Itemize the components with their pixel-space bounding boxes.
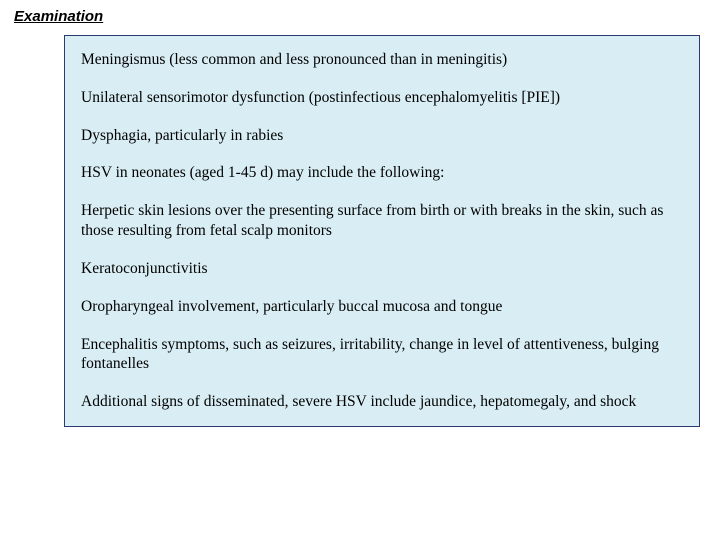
list-item: Herpetic skin lesions over the presentin…: [81, 201, 683, 241]
list-item: HSV in neonates (aged 1-45 d) may includ…: [81, 163, 683, 183]
list-item: Keratoconjunctivitis: [81, 259, 683, 279]
content-panel: Meningismus (less common and less pronou…: [64, 35, 700, 427]
section-heading: Examination: [14, 8, 710, 25]
list-item: Additional signs of disseminated, severe…: [81, 392, 683, 412]
list-item: Encephalitis symptoms, such as seizures,…: [81, 335, 683, 375]
list-item: Oropharyngeal involvement, particularly …: [81, 297, 683, 317]
list-item: Dysphagia, particularly in rabies: [81, 126, 683, 146]
list-item: Unilateral sensorimotor dysfunction (pos…: [81, 88, 683, 108]
slide-page: Examination Meningismus (less common and…: [0, 0, 720, 435]
list-item: Meningismus (less common and less pronou…: [81, 50, 683, 70]
